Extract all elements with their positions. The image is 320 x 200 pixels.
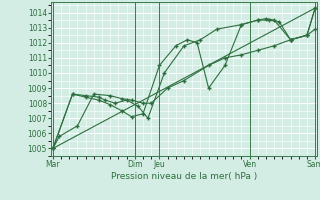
X-axis label: Pression niveau de la mer( hPa ): Pression niveau de la mer( hPa ): [111, 172, 257, 181]
